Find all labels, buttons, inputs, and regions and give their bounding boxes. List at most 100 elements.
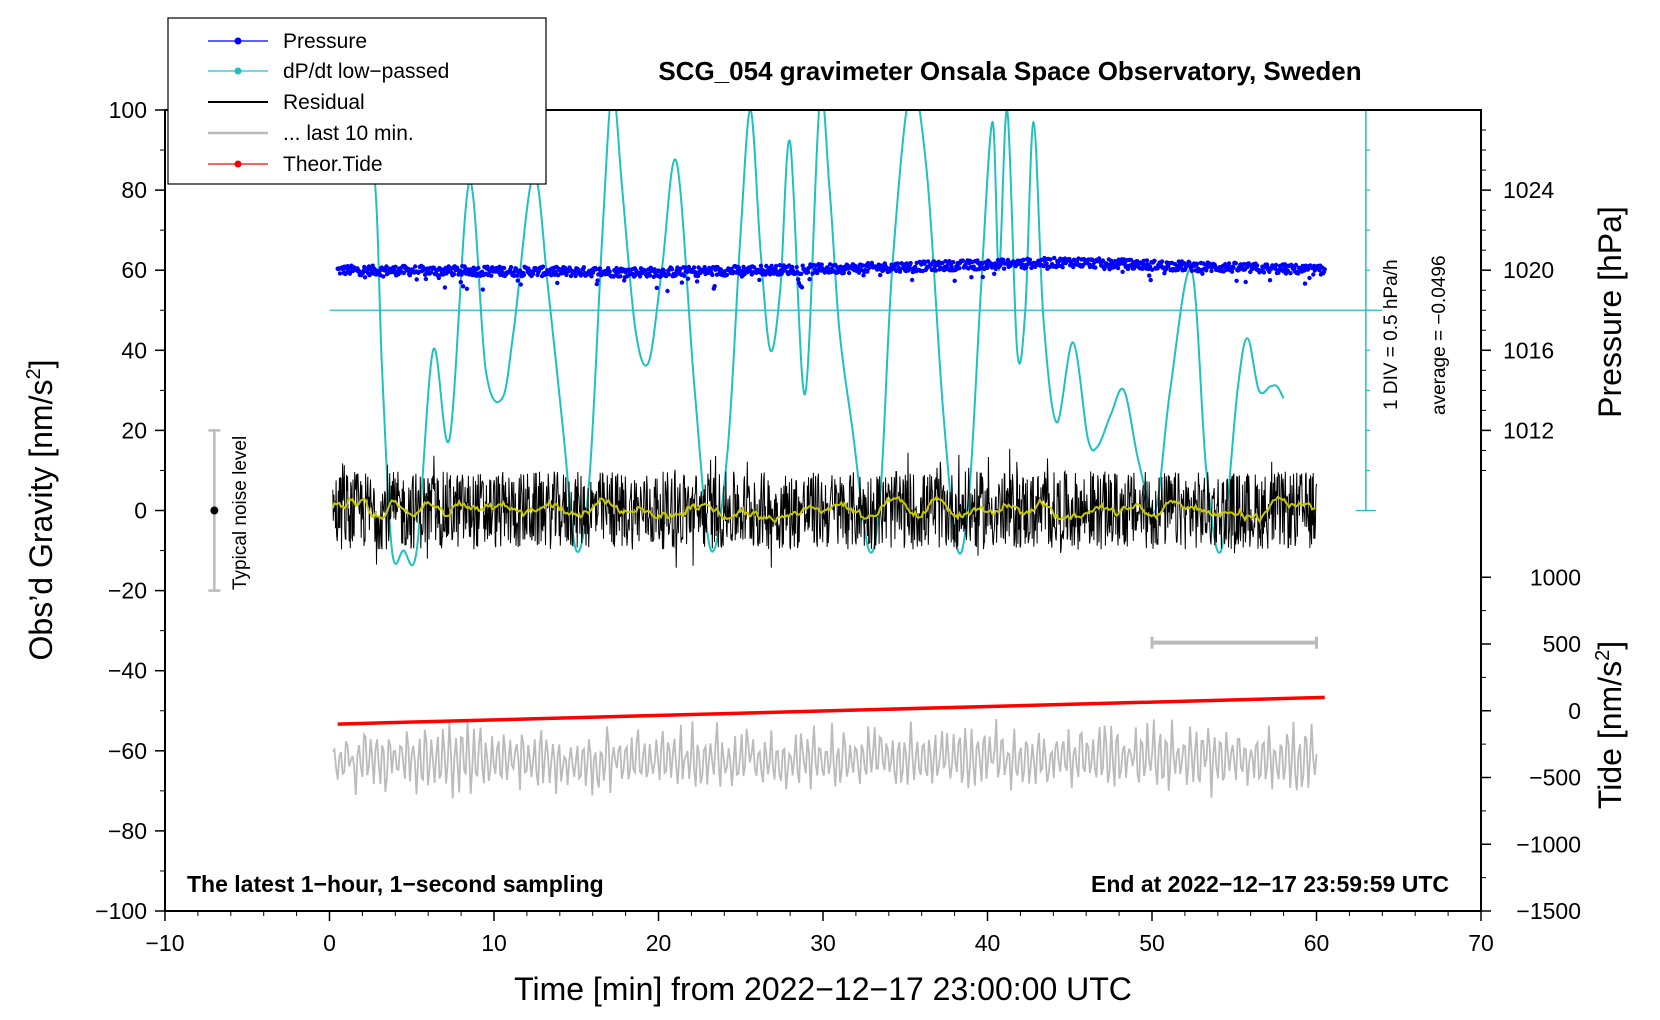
pressure-point (895, 261, 900, 266)
pressure-point (401, 270, 406, 276)
tide-tick-label: 0 (1568, 698, 1581, 724)
pressure-point (1311, 272, 1316, 277)
pressure-point (442, 285, 448, 290)
pressure-point (459, 272, 464, 277)
scale-text-average: average = −0.0496 (1429, 255, 1450, 415)
tide-tick-label: −1500 (1516, 898, 1581, 924)
pressure-point (451, 272, 457, 277)
pressure-point (337, 271, 343, 276)
pressure-point (1317, 268, 1322, 273)
pressure-point (1229, 269, 1235, 274)
pressure-point (1021, 257, 1026, 262)
pressure-point (1209, 268, 1214, 274)
plot-content (208, 110, 1383, 799)
pressure-point (423, 276, 429, 282)
pressure-point (925, 259, 931, 264)
pressure-point (800, 263, 805, 268)
pressure-point (685, 276, 691, 281)
pressure-point (819, 262, 824, 267)
pressure-point (807, 277, 812, 282)
pressure-point (464, 286, 470, 291)
y-axis-title-left: Obs’d Gravity [nm/s2] (23, 360, 59, 661)
pressure-point (514, 266, 519, 272)
pressure-point (1115, 265, 1121, 271)
pressure-point (521, 272, 527, 278)
pressure-point (1087, 264, 1093, 270)
y-tick-label: 80 (121, 177, 147, 203)
pressure-point (980, 274, 985, 280)
pressure-point (618, 274, 623, 279)
pressure-point (789, 264, 795, 270)
pressure-point (480, 287, 485, 292)
pressure-point (1027, 257, 1033, 262)
y-axis-title-left-sup: 2 (23, 368, 45, 379)
pressure-point (992, 271, 997, 276)
tide-tick-label: 1000 (1530, 564, 1581, 590)
pressure-point (695, 273, 701, 279)
x-tick-label: −10 (145, 930, 184, 956)
pressure-point (799, 271, 804, 276)
x-tick-label: 0 (323, 930, 336, 956)
pressure-point (865, 269, 870, 274)
pressure-point (501, 265, 507, 271)
pressure-point (773, 263, 779, 269)
pressure-point (1166, 264, 1171, 269)
pressure-point (479, 269, 485, 274)
legend-label-last10: ... last 10 min. (283, 122, 414, 145)
y-axis-title-tide-end: ] (1592, 641, 1628, 650)
pressure-point (694, 279, 700, 284)
pressure-point (1147, 264, 1153, 269)
pressure-tick-label: 1020 (1503, 257, 1554, 283)
pressure-point (1305, 267, 1311, 272)
x-tick-label: 30 (810, 930, 836, 956)
pressure-point (1060, 265, 1065, 270)
pressure-point (553, 269, 558, 275)
pressure-point (679, 280, 685, 285)
y-axis-title-left-text: Obs’d Gravity [nm/s (23, 380, 59, 661)
pressure-point (665, 288, 670, 294)
pressure-point (460, 284, 466, 289)
y-tick-label: 100 (109, 97, 147, 123)
pressure-point (1001, 266, 1007, 271)
pressure-point (476, 265, 481, 271)
legend-label-residual: Residual (283, 91, 365, 114)
legend-label-pressure: Pressure (283, 30, 367, 53)
pressure-point (1152, 258, 1157, 263)
pressure-point (1264, 262, 1270, 267)
pressure-point (1302, 281, 1308, 286)
pressure-point (1001, 257, 1006, 263)
pressure-point (951, 260, 956, 265)
pressure-point (952, 278, 957, 283)
pressure-point (1288, 271, 1293, 276)
pressure-point (489, 273, 494, 278)
pressure-point (381, 274, 386, 279)
scale-text-div: 1 DIV = 0.5 hPa/h (1381, 259, 1402, 410)
tide-tick-label: 500 (1543, 631, 1581, 657)
pressure-point (957, 266, 962, 271)
pressure-point (568, 273, 574, 279)
pressure-point (1048, 257, 1053, 262)
pressure-point (1187, 260, 1192, 265)
pressure-point (517, 268, 523, 273)
pressure-point (944, 263, 950, 269)
pressure-point (499, 269, 504, 274)
tide-series-line (337, 695, 1325, 726)
pressure-point (1194, 261, 1200, 266)
pressure-point (637, 274, 643, 279)
y-tick-label: −60 (108, 738, 147, 764)
pressure-point (947, 259, 952, 264)
pressure-point (861, 273, 866, 278)
pressure-point (654, 285, 659, 291)
pressure-point (702, 265, 707, 270)
pressure-point (913, 264, 918, 270)
pressure-point (1254, 263, 1260, 268)
pressure-point (960, 258, 966, 263)
pressure-point (436, 275, 441, 281)
legend-marker-tide (234, 160, 242, 168)
pressure-point (751, 265, 757, 270)
legend-marker-pressure (234, 37, 242, 45)
pressure-point (1200, 271, 1205, 276)
pressure-point (949, 264, 954, 270)
pressure-point (594, 281, 599, 287)
residual-smoothed-line (331, 495, 1317, 524)
